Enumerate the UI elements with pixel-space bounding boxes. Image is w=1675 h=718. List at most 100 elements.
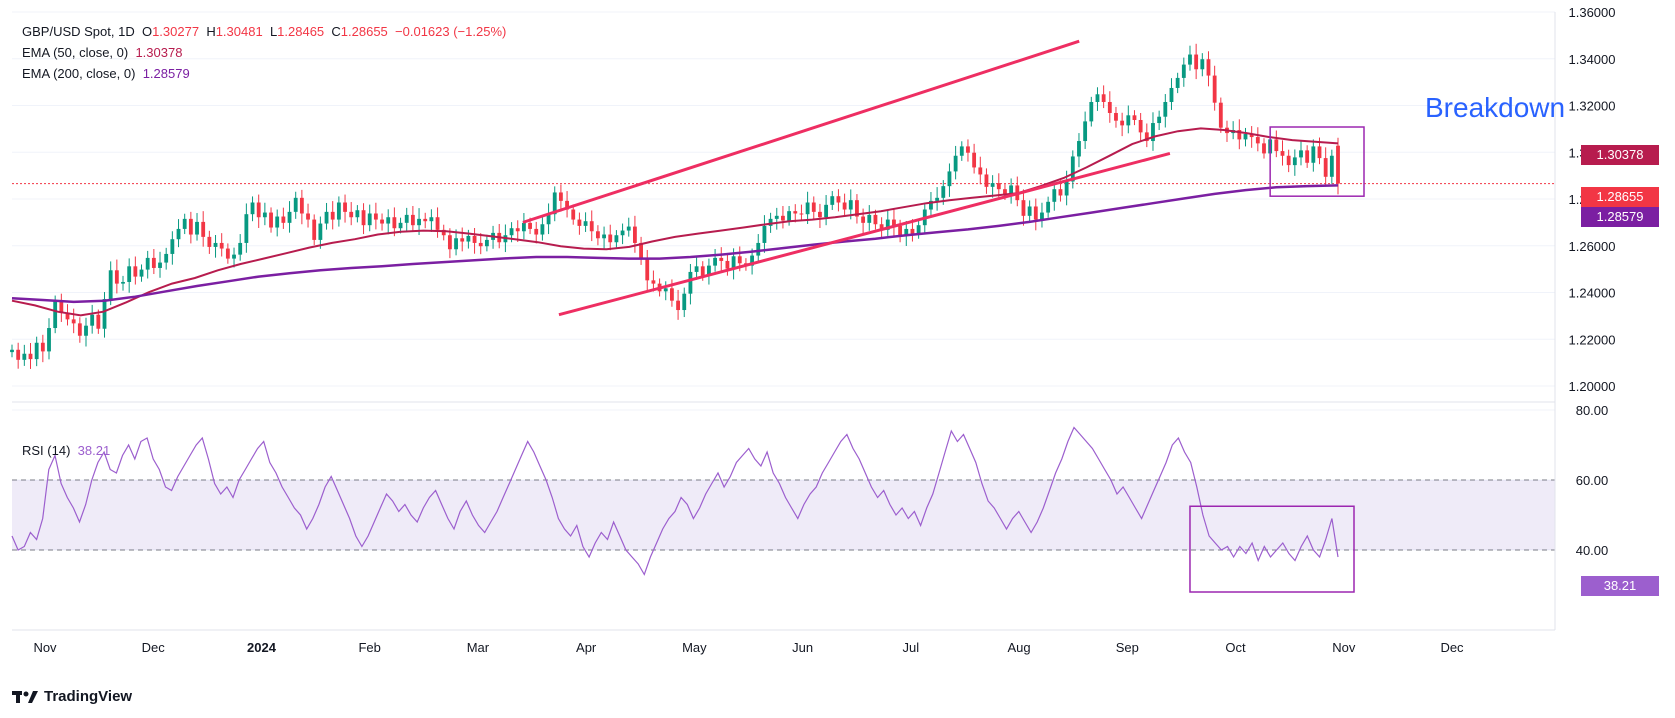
ema50-line (11, 127, 1339, 317)
candle-down (225, 248, 230, 259)
candle-down (1317, 146, 1322, 159)
candle-down (972, 152, 977, 168)
tradingview-logo-icon (12, 690, 38, 703)
candle-down (670, 288, 674, 301)
candle-up (386, 217, 391, 224)
candle-down (219, 242, 224, 249)
candle-up (1292, 157, 1297, 166)
candle-down (873, 214, 878, 225)
candle-up (552, 192, 557, 215)
candle-up (867, 214, 872, 223)
candle-up (916, 225, 921, 234)
price-tick-label: 1.34000 (1569, 52, 1616, 67)
candle-up (164, 253, 169, 263)
time-tick-label: Jun (792, 640, 813, 655)
candle-up (121, 281, 125, 284)
candle-up (774, 215, 779, 219)
low-label: L (269, 24, 278, 39)
close-price-tag: 1.28655 (1581, 187, 1659, 207)
candle-up (355, 210, 360, 218)
candle-down (96, 314, 101, 329)
candle-down (534, 228, 539, 235)
candle-down (472, 235, 477, 243)
channel-upper-trendline (522, 39, 1080, 224)
candle-up (47, 328, 51, 352)
rsi-box (1189, 505, 1355, 593)
candle-down (1033, 206, 1038, 220)
candle-up (935, 197, 940, 201)
candle-up (262, 212, 267, 218)
candle-down (984, 174, 989, 187)
time-tick-label: May (682, 640, 707, 655)
time-tick-label: Dec (142, 640, 166, 655)
price-axis[interactable]: 1.200001.220001.240001.260001.280001.300… (1569, 5, 1616, 394)
candle-down (59, 300, 64, 314)
time-tick-label: Mar (467, 640, 490, 655)
ema50-legend[interactable]: EMA (50, close, 0) 1.30378 (22, 45, 182, 60)
candle-down (799, 213, 804, 215)
candle-up (904, 228, 909, 236)
candle-down (528, 222, 532, 229)
candle-up (762, 225, 767, 243)
candle-up (1163, 101, 1168, 117)
candle-down (28, 353, 33, 360)
candle-up (1169, 87, 1174, 102)
candle-up (1299, 150, 1303, 158)
ema200-legend[interactable]: EMA (200, close, 0) 1.28579 (22, 66, 190, 81)
rsi-tick-label: 80.00 (1576, 403, 1609, 418)
symbol-label[interactable]: GBP/USD Spot, 1D (22, 24, 135, 39)
candle-up (959, 146, 964, 156)
candle-down (978, 167, 983, 175)
candle-down (1194, 54, 1199, 70)
candle-up (509, 228, 514, 236)
candle-down (1262, 143, 1266, 154)
candle-down (16, 349, 21, 360)
candle-down (1280, 151, 1285, 156)
candle-up (885, 219, 890, 230)
candle-down (1206, 59, 1211, 76)
candle-up (84, 325, 88, 336)
candle-down (423, 218, 428, 222)
ema200-price-tag: 1.28579 (1581, 207, 1659, 227)
candle-down (651, 280, 656, 284)
candle-down (349, 211, 354, 218)
candle-down (441, 229, 446, 236)
time-tick-label: Feb (358, 640, 380, 655)
candle-up (521, 222, 526, 232)
rsi-band (12, 480, 1555, 550)
candle-up (1188, 54, 1192, 65)
candle-down (1058, 189, 1063, 196)
time-axis[interactable]: Nov Dec 2024 Feb Mar Apr May Jun Jul Aug Sep Oct Nov… (33, 640, 1464, 655)
candle-down (1120, 120, 1125, 126)
candle-up (318, 223, 323, 240)
breakdown-box (1269, 126, 1365, 197)
high-label: H (206, 24, 216, 39)
candle-down (256, 202, 261, 218)
tradingview-brand-label: TradingView (44, 688, 133, 705)
time-tick-label: Nov (33, 640, 57, 655)
candle-up (484, 239, 489, 247)
candle-up (170, 239, 175, 254)
tradingview-brand[interactable]: TradingView (12, 688, 132, 705)
rsi-legend[interactable]: RSI (14) 38.21 (22, 443, 110, 458)
candle-up (929, 200, 933, 210)
time-tick-label: Dec (1440, 640, 1464, 655)
candle-down (898, 225, 903, 236)
candle-up (941, 186, 946, 198)
ema200-label: EMA (200, close, 0) (22, 66, 136, 81)
rsi-axis[interactable]: 40.00 60.00 80.00 (1576, 403, 1609, 558)
candle-up (176, 228, 181, 240)
candle-down (558, 192, 563, 201)
candle-up (1009, 185, 1014, 195)
candle-down (478, 242, 483, 247)
candle-up (250, 202, 255, 215)
time-tick-label: Aug (1008, 640, 1031, 655)
candle-down (312, 219, 317, 240)
candle-up (953, 155, 958, 172)
candle-down (571, 209, 576, 220)
candle-down (1114, 112, 1118, 121)
candle-up (417, 218, 421, 226)
candle-up (682, 293, 687, 311)
candle-down (373, 213, 378, 220)
